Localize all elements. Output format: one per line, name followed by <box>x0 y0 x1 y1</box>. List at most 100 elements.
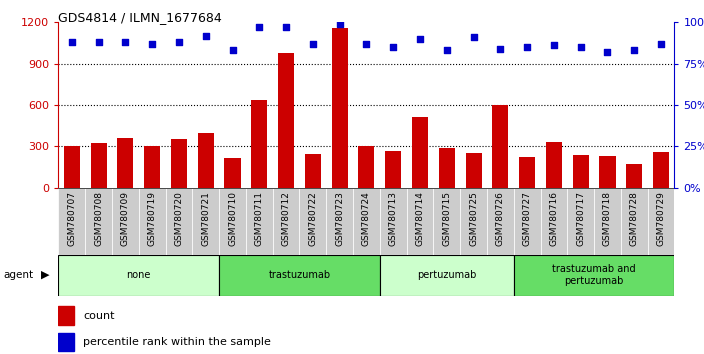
Text: trastuzumab: trastuzumab <box>268 270 331 280</box>
Text: GSM780713: GSM780713 <box>389 191 398 246</box>
Bar <box>439 148 455 188</box>
Bar <box>58 306 74 325</box>
Text: GSM780726: GSM780726 <box>496 191 505 246</box>
Bar <box>278 53 294 188</box>
Bar <box>546 142 562 188</box>
Bar <box>412 118 428 188</box>
Point <box>360 41 372 47</box>
Point <box>522 44 533 50</box>
Bar <box>246 188 272 255</box>
Text: GSM780707: GSM780707 <box>68 191 76 246</box>
Bar <box>112 188 139 255</box>
Text: GSM780712: GSM780712 <box>282 191 291 246</box>
Bar <box>653 153 669 188</box>
Text: GSM780717: GSM780717 <box>576 191 585 246</box>
Point <box>253 24 265 30</box>
Bar <box>251 100 268 188</box>
Text: GSM780716: GSM780716 <box>549 191 558 246</box>
Bar <box>219 255 380 296</box>
Point <box>575 44 586 50</box>
Point <box>655 41 667 47</box>
Point <box>146 41 158 47</box>
Point <box>548 42 560 48</box>
Bar <box>514 188 541 255</box>
Bar <box>599 156 615 188</box>
Point <box>66 39 77 45</box>
Bar <box>198 132 214 188</box>
Bar <box>192 188 219 255</box>
Point <box>227 47 238 53</box>
Bar <box>305 154 321 188</box>
Bar <box>380 188 407 255</box>
Point <box>307 41 318 47</box>
Bar <box>567 188 594 255</box>
Bar <box>299 188 326 255</box>
Text: GSM780729: GSM780729 <box>657 191 665 246</box>
Text: GSM780709: GSM780709 <box>121 191 130 246</box>
Bar <box>326 188 353 255</box>
Text: none: none <box>127 270 151 280</box>
Bar <box>380 255 514 296</box>
Text: GSM780718: GSM780718 <box>603 191 612 246</box>
Text: GDS4814 / ILMN_1677684: GDS4814 / ILMN_1677684 <box>58 11 222 24</box>
Text: GSM780715: GSM780715 <box>442 191 451 246</box>
Point <box>334 21 345 27</box>
Point <box>495 46 506 52</box>
Text: agent: agent <box>4 270 34 280</box>
Text: percentile rank within the sample: percentile rank within the sample <box>83 337 271 347</box>
Bar <box>332 28 348 188</box>
Bar <box>58 255 219 296</box>
Point <box>468 34 479 40</box>
Text: GSM780728: GSM780728 <box>630 191 639 246</box>
Point <box>280 24 291 30</box>
Text: GSM780708: GSM780708 <box>94 191 103 246</box>
Bar <box>118 138 134 188</box>
Bar <box>434 188 460 255</box>
Bar <box>385 151 401 188</box>
Bar <box>514 255 674 296</box>
Text: GSM780721: GSM780721 <box>201 191 210 246</box>
Text: trastuzumab and
pertuzumab: trastuzumab and pertuzumab <box>552 264 636 286</box>
Bar <box>572 155 589 188</box>
Text: GSM780714: GSM780714 <box>415 191 425 246</box>
Bar <box>648 188 674 255</box>
Bar <box>58 188 85 255</box>
Point <box>93 39 104 45</box>
Bar <box>407 188 434 255</box>
Bar <box>353 188 380 255</box>
Text: GSM780720: GSM780720 <box>175 191 184 246</box>
Text: ▶: ▶ <box>41 270 49 280</box>
Bar <box>621 188 648 255</box>
Bar <box>225 158 241 188</box>
Bar <box>465 153 482 188</box>
Bar <box>165 188 192 255</box>
Text: GSM780725: GSM780725 <box>469 191 478 246</box>
Text: GSM780727: GSM780727 <box>522 191 532 246</box>
Bar <box>594 188 621 255</box>
Bar <box>358 146 375 188</box>
Bar <box>171 139 187 188</box>
Bar <box>58 333 74 351</box>
Bar <box>487 188 514 255</box>
Point <box>441 47 453 53</box>
Bar <box>460 188 487 255</box>
Text: pertuzumab: pertuzumab <box>417 270 477 280</box>
Point <box>388 44 399 50</box>
Bar <box>64 146 80 188</box>
Bar <box>272 188 299 255</box>
Point <box>415 36 426 42</box>
Text: GSM780710: GSM780710 <box>228 191 237 246</box>
Bar <box>519 156 535 188</box>
Point <box>200 33 211 38</box>
Point <box>602 49 613 55</box>
Text: GSM780719: GSM780719 <box>148 191 157 246</box>
Point <box>629 47 640 53</box>
Bar <box>144 145 161 188</box>
Bar <box>492 105 508 188</box>
Text: GSM780723: GSM780723 <box>335 191 344 246</box>
Bar <box>85 188 112 255</box>
Point <box>173 39 184 45</box>
Text: count: count <box>83 311 115 321</box>
Bar <box>139 188 165 255</box>
Bar <box>627 164 642 188</box>
